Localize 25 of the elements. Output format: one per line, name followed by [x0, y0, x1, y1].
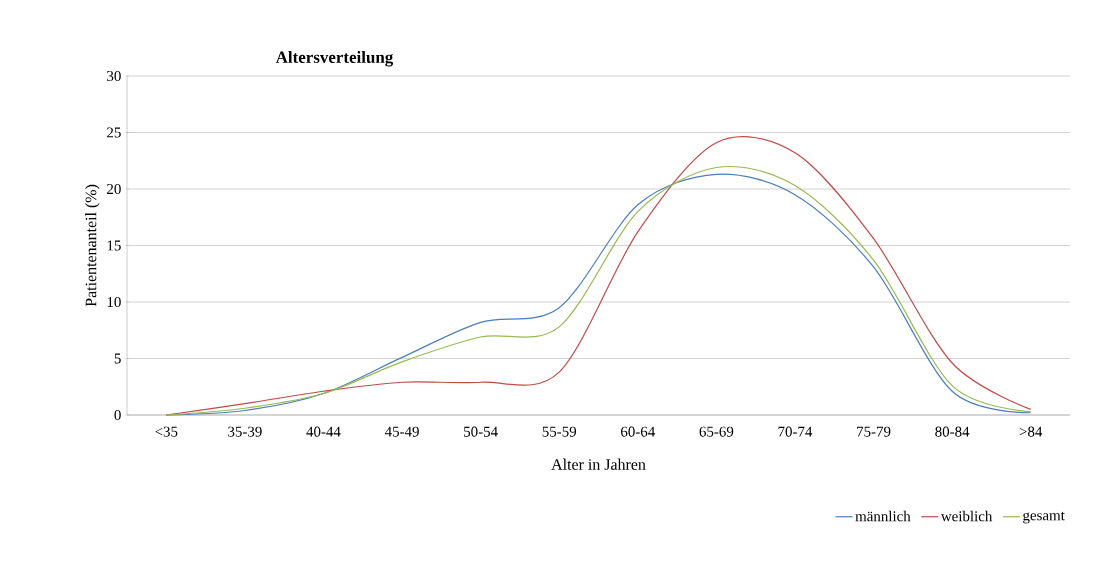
x-tick-label: 65-69 [699, 426, 734, 437]
x-tick-label: 40-44 [306, 426, 341, 437]
x-tick-label: 70-74 [778, 426, 813, 437]
x-tick-label: 60-64 [621, 426, 655, 437]
x-tick-label: 50-54 [464, 426, 498, 437]
x-tick-label: >84 [1019, 426, 1043, 437]
legend-label: weiblich [940, 510, 993, 522]
chart-title: Altersverteilung [275, 51, 394, 67]
x-tick-label: 45-49 [384, 426, 419, 437]
y-axis-title: Patientenanteil (%) [85, 184, 100, 307]
y-tick-label: 30 [107, 70, 121, 82]
y-tick-label: 5 [114, 353, 121, 364]
legend-label: männlich [855, 510, 911, 522]
x-tick-label: 80-84 [935, 426, 970, 437]
legend-label: gesamt [1023, 511, 1065, 524]
y-tick-label: 10 [107, 296, 121, 308]
y-tick-label: 20 [107, 183, 121, 195]
y-tick-label: 15 [107, 240, 121, 251]
x-tick-label: 35-39 [228, 426, 262, 437]
x-tick-label: 55-59 [542, 426, 577, 437]
y-tick-label: 25 [107, 127, 121, 138]
x-tick-label: <35 [155, 426, 178, 437]
y-tick-label: 0 [114, 409, 121, 421]
x-axis-title: Alter in Jahren [551, 458, 646, 470]
x-tick-label: 75-79 [857, 426, 891, 437]
